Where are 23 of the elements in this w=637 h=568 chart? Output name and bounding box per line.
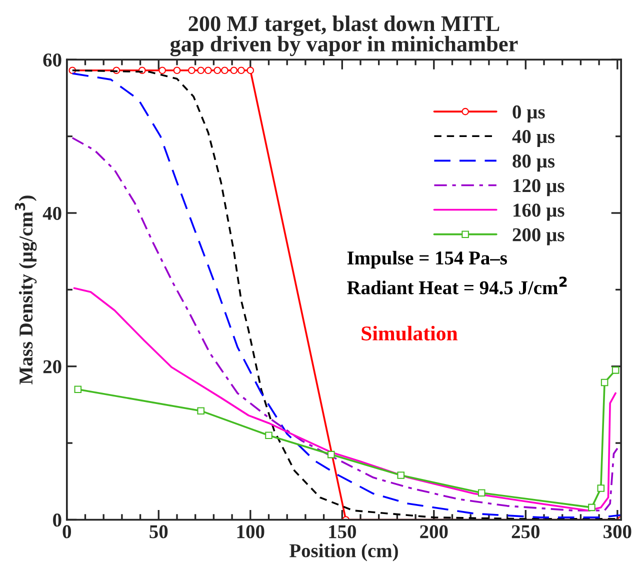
x-tick-label: 0 [62, 525, 72, 538]
legend-label: 160 µs [514, 204, 564, 221]
legend-label: 0 µs [512, 105, 545, 122]
chart-title: 200 MJ target, blast down MITL gap driven by vapor in minichamber [170, 16, 518, 56]
legend-label: 200 µs [512, 228, 564, 246]
y-tick-label: 0 [53, 514, 62, 527]
x-tick-label: 150 [329, 525, 356, 538]
legend-label: 40 µs [512, 130, 555, 148]
x-tick-label: 200 [420, 525, 448, 538]
y-tick-label: 20 [43, 360, 62, 374]
annotation: Impulse = 154 Pa–s [347, 250, 507, 269]
legend-label: 120 µs [514, 179, 564, 196]
annotation: Radiant Heat = 94.5 J/cm$^{2}$ [347, 276, 567, 294]
x-tick-label: 300 [604, 525, 632, 538]
annotation: Simulation [362, 326, 458, 341]
x-tick-label: 50 [150, 525, 168, 538]
y-tick-label: 40 [42, 206, 62, 220]
x-tick-label: 100 [237, 525, 264, 538]
x-tick-label: 250 [512, 525, 540, 538]
y-axis-title: Mass Density (µg/cm$^{3}$) [14, 196, 37, 384]
x-axis-title: Position (cm) [290, 544, 398, 562]
legend-label: 80 µs [512, 154, 555, 172]
y-tick-label: 60 [43, 53, 62, 67]
